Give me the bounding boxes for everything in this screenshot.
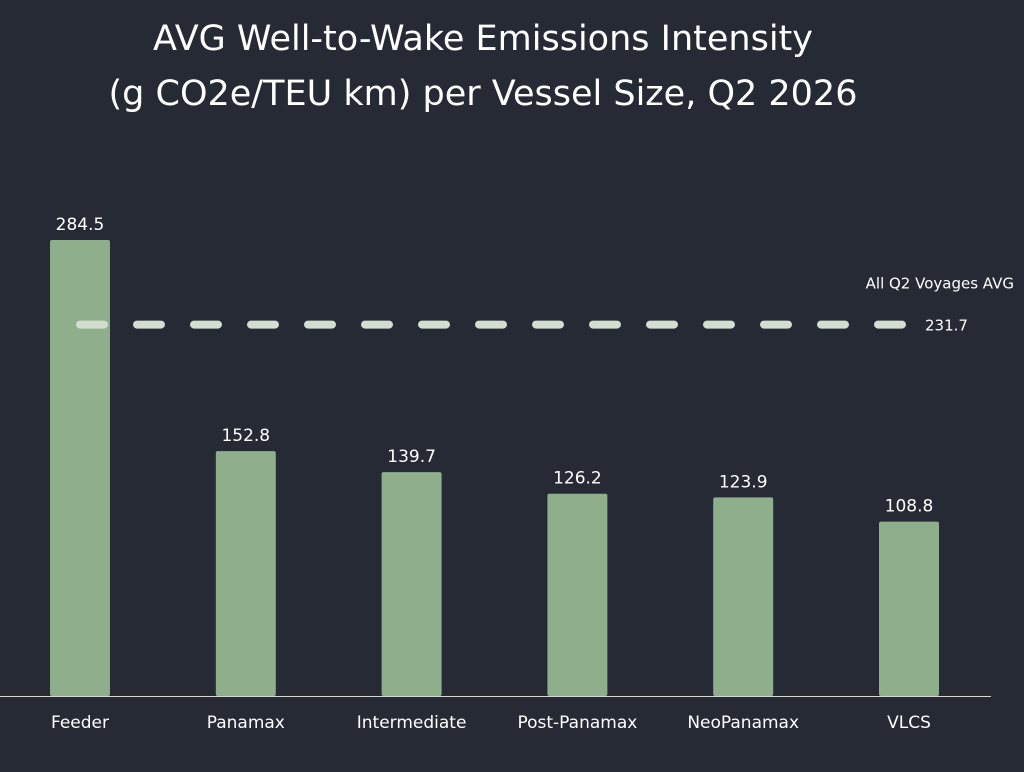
bar-intermediate [381,472,442,696]
category-labels-group: Feeder Panamax Intermediate Post-Panamax Neo… [51,713,931,733]
category-label: Panamax [207,713,285,733]
category-label: Feeder [51,713,109,733]
bar-feeder [50,240,110,696]
category-label: Post-Panamax [517,713,637,733]
category-label: Intermediate [357,713,467,733]
reference-line-value: 231.7 [925,317,968,335]
reference-line-label: All Q2 Voyages AVG [866,275,1014,293]
value-label: 152.8 [221,426,270,446]
value-label: 139.7 [387,447,436,467]
category-label: NeoPanamax [687,713,799,733]
chart-title-line-2: (g CO2e/TEU km) per Vessel Size, Q2 2026 [108,74,858,114]
chart-title: AVG Well-to-Wake Emissions Intensity (g … [0,12,966,122]
value-label: 284.5 [56,215,105,235]
value-label: 108.8 [885,497,934,517]
value-label: 126.2 [553,469,602,489]
bar-post-panamax [547,493,608,696]
chart-title-line-1: AVG Well-to-Wake Emissions Intensity [153,19,813,59]
bars-group [50,240,939,696]
value-label: 123.9 [719,472,768,492]
value-labels-group: 284.5 152.8 139.7 126.2 123.9 108.8 [56,215,934,517]
bar-neopanamax [713,497,774,696]
bar-panamax [215,451,276,696]
category-label: VLCS [887,713,931,733]
bar-vlcs [879,521,939,696]
